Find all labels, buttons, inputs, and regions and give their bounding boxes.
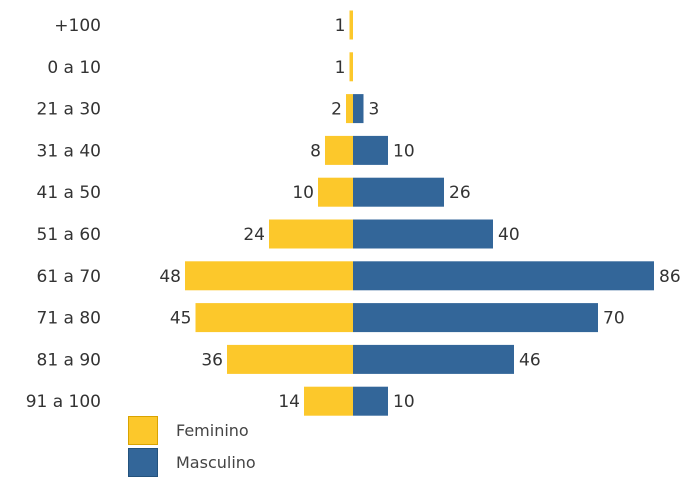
value-label-feminino: 8 bbox=[310, 141, 321, 161]
value-label-masculino: 46 bbox=[519, 350, 541, 370]
bar-masculino bbox=[353, 177, 444, 207]
legend-label-feminino: Feminino bbox=[176, 420, 249, 440]
value-label-feminino: 10 bbox=[292, 183, 314, 203]
value-label-masculino: 40 bbox=[498, 225, 520, 245]
legend-item-feminino: Feminino bbox=[128, 414, 256, 446]
value-label-masculino: 10 bbox=[393, 392, 415, 412]
value-label-masculino: 10 bbox=[393, 141, 415, 161]
bar-masculino bbox=[353, 94, 364, 124]
legend-swatch-feminino bbox=[128, 415, 158, 445]
bar-feminino bbox=[349, 52, 353, 82]
bar-feminino bbox=[269, 219, 353, 249]
bar-feminino bbox=[349, 10, 353, 40]
value-label-masculino: 86 bbox=[659, 267, 681, 287]
category-label: 81 a 90 bbox=[37, 350, 102, 370]
bar-masculino bbox=[353, 386, 388, 416]
bar-feminino bbox=[325, 135, 353, 165]
category-label: 21 a 30 bbox=[37, 100, 102, 120]
bar-feminino bbox=[227, 344, 353, 374]
value-label-feminino: 48 bbox=[159, 267, 181, 287]
value-labels: 1 1 2 3 8 10 10 26 24 40 48 86 45 70 36 46 14 10 bbox=[159, 16, 680, 412]
bar-masculino bbox=[353, 303, 598, 333]
category-label: +100 bbox=[54, 16, 101, 36]
value-label-feminino: 45 bbox=[170, 309, 192, 329]
bar-feminino bbox=[195, 303, 353, 333]
value-label-masculino: 70 bbox=[603, 309, 625, 329]
value-label-feminino: 36 bbox=[201, 350, 223, 370]
legend-swatch-masculino bbox=[128, 447, 158, 477]
bars bbox=[185, 10, 654, 416]
bar-feminino bbox=[346, 94, 353, 124]
value-label-feminino: 2 bbox=[331, 100, 342, 120]
value-label-masculino: 3 bbox=[369, 100, 380, 120]
legend-label-masculino: Masculino bbox=[176, 452, 256, 472]
bar-feminino bbox=[304, 386, 353, 416]
category-label: 0 a 10 bbox=[47, 58, 101, 78]
value-label-feminino: 1 bbox=[335, 58, 346, 78]
bar-masculino bbox=[353, 219, 493, 249]
bar-masculino bbox=[353, 344, 514, 374]
value-label-masculino: 26 bbox=[449, 183, 471, 203]
legend-item-masculino: Masculino bbox=[128, 446, 256, 478]
category-label: 31 a 40 bbox=[37, 141, 102, 161]
legend: Feminino Masculino bbox=[128, 414, 256, 478]
value-label-feminino: 24 bbox=[243, 225, 265, 245]
category-label: 61 a 70 bbox=[37, 267, 102, 287]
value-label-feminino: 1 bbox=[335, 16, 346, 36]
bar-masculino bbox=[353, 135, 388, 165]
category-label: 51 a 60 bbox=[37, 225, 102, 245]
category-labels: +100 0 a 10 21 a 30 31 a 40 41 a 50 51 a 60 61… bbox=[26, 16, 101, 412]
value-label-feminino: 14 bbox=[278, 392, 300, 412]
category-label: 91 a 100 bbox=[26, 392, 101, 412]
bar-feminino bbox=[185, 261, 353, 291]
bar-feminino bbox=[318, 177, 353, 207]
category-label: 41 a 50 bbox=[37, 183, 102, 203]
bar-masculino bbox=[353, 261, 654, 291]
category-label: 71 a 80 bbox=[37, 309, 102, 329]
